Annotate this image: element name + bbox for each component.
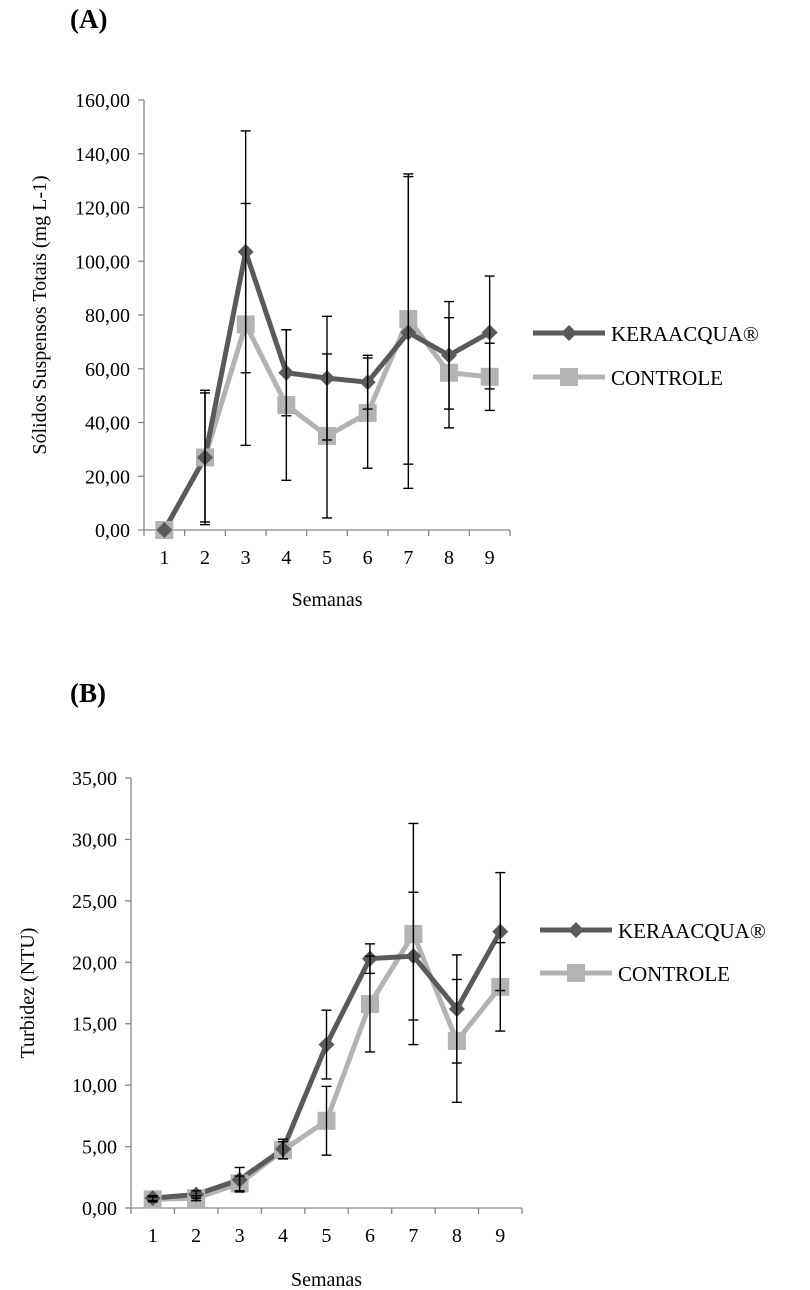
x-tick-label: 7 (408, 1225, 418, 1247)
y-tick-label: 60,00 (85, 359, 130, 381)
x-tick-label: 2 (200, 547, 210, 569)
legend-label: KERAACQUA® (611, 322, 759, 346)
x-tick-label: 6 (365, 1225, 375, 1247)
legend-entry-keraacqua: KERAACQUA® (540, 919, 766, 943)
x-tick-label: 8 (452, 1225, 462, 1247)
legend-label: KERAACQUA® (618, 919, 766, 943)
y-tick-label: 30,00 (72, 829, 117, 851)
legend-entry-controle: CONTROLE (533, 366, 723, 390)
y-tick-label: 80,00 (85, 305, 130, 327)
data-point-keraacqua (156, 522, 173, 538)
legend-swatch-marker (561, 325, 577, 341)
panel-label: (A) (70, 4, 107, 34)
legend-label: CONTROLE (611, 366, 723, 390)
y-tick-label: 120,00 (75, 198, 130, 220)
x-tick-label: 3 (235, 1225, 245, 1247)
x-tick-label: 4 (281, 547, 291, 569)
x-tick-label: 1 (148, 1225, 158, 1247)
y-axis-title: Turbidez (NTU) (17, 928, 39, 1059)
y-tick-label: 160,00 (75, 90, 130, 112)
y-tick-label: 20,00 (85, 466, 130, 488)
y-tick-label: 20,00 (72, 952, 117, 974)
legend-swatch-marker (560, 368, 578, 386)
y-tick-label: 100,00 (75, 251, 130, 273)
y-tick-label: 25,00 (72, 891, 117, 913)
x-axis-title: Semanas (291, 1269, 362, 1290)
legend-entry-keraacqua: KERAACQUA® (533, 322, 759, 346)
x-tick-label: 7 (403, 547, 413, 569)
y-tick-label: 40,00 (85, 413, 130, 435)
y-tick-label: 5,00 (82, 1137, 117, 1159)
panel-b-chart: (B) 0,00 5,00 10,00 15,00 20,00 25,00 30,00 35,0… (17, 678, 766, 1290)
x-tick-label: 4 (278, 1225, 288, 1247)
legend-swatch-marker (567, 964, 585, 982)
x-tick-label: 9 (495, 1225, 505, 1247)
y-tick-label: 35,00 (72, 768, 117, 790)
y-axis-title: Sólidos Suspensos Totais (mg L-1) (29, 175, 51, 454)
panel-a-chart: (A) 0,00 20,00 40,00 60,00 80,00 100,00 120,00 1… (29, 4, 759, 611)
x-tick-label: 1 (159, 547, 169, 569)
y-tick-label: 15,00 (72, 1014, 117, 1036)
y-tick-label: 0,00 (95, 520, 130, 542)
x-tick-label: 8 (444, 547, 454, 569)
legend-label: CONTROLE (618, 962, 730, 986)
legend-swatch-marker (568, 922, 584, 938)
x-tick-label: 5 (322, 1225, 332, 1247)
x-tick-label: 3 (241, 547, 251, 569)
x-tick-label: 6 (363, 547, 373, 569)
y-tick-label: 140,00 (75, 144, 130, 166)
x-axis-title: Semanas (291, 589, 362, 611)
legend-entry-controle: CONTROLE (540, 962, 730, 986)
x-tick-label: 5 (322, 547, 332, 569)
y-tick-label: 0,00 (82, 1198, 117, 1220)
x-tick-label: 2 (191, 1225, 201, 1247)
x-tick-label: 9 (485, 547, 495, 569)
panel-label: (B) (70, 678, 106, 708)
y-tick-label: 10,00 (72, 1075, 117, 1097)
